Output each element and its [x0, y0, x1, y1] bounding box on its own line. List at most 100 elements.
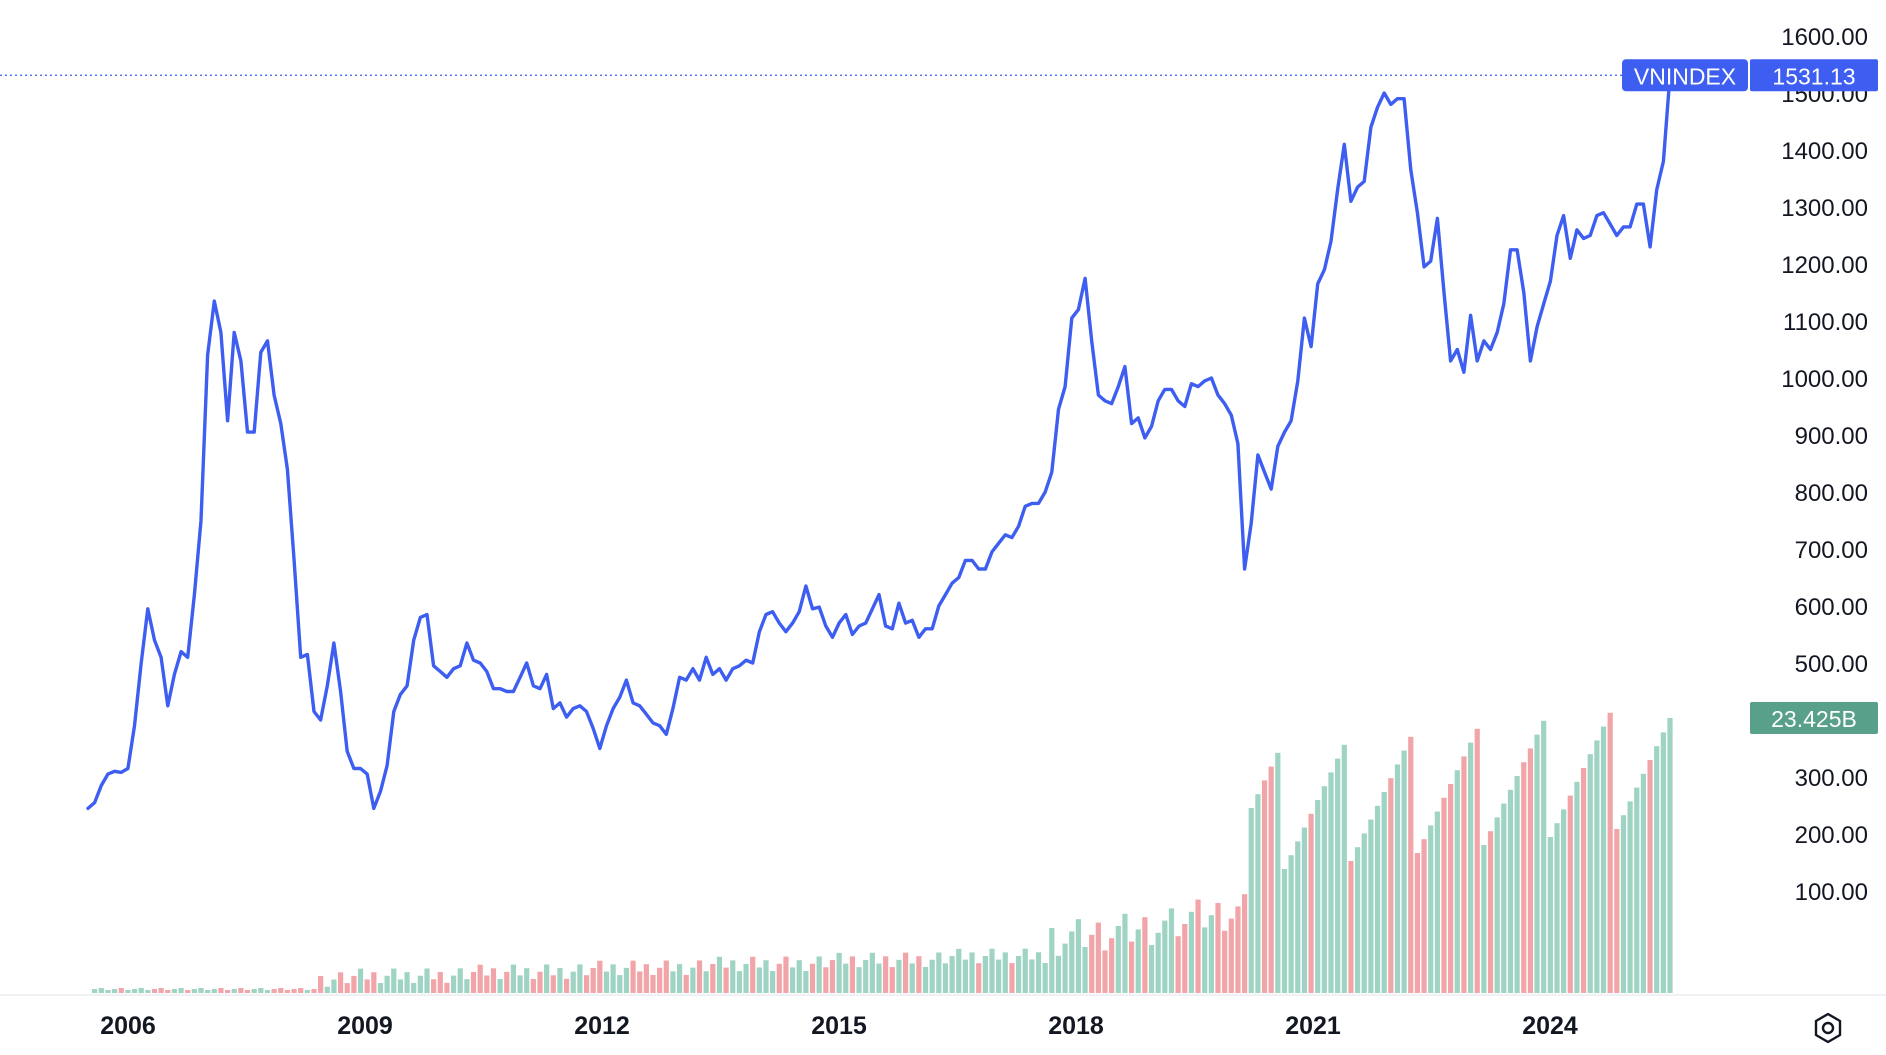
volume-bar	[982, 956, 988, 993]
volume-bar	[1647, 760, 1653, 993]
volume-bar	[623, 967, 630, 993]
volume-bar	[563, 978, 570, 993]
volume-bar	[916, 956, 922, 993]
volume-bar	[1487, 831, 1494, 993]
price-tick-label: 100.00	[1795, 879, 1868, 906]
volume-bar	[324, 986, 330, 993]
volume-bar	[849, 956, 856, 993]
volume-bar	[696, 960, 703, 993]
volume-bar	[1534, 734, 1540, 993]
volume-bar	[1195, 899, 1201, 993]
volume-bar	[1335, 758, 1341, 993]
price-tick-label: 600.00	[1795, 594, 1868, 621]
volume-bar	[384, 975, 390, 993]
volume-bar	[264, 990, 271, 993]
volume-bar	[823, 967, 829, 993]
volume-bar	[962, 959, 969, 993]
volume-bar	[437, 972, 443, 993]
volume-bar	[783, 956, 789, 993]
volume-bar	[1514, 776, 1520, 993]
volume-bar	[118, 988, 124, 993]
volume-bar	[942, 963, 949, 993]
chart-settings-button[interactable]	[1806, 1006, 1850, 1050]
volume-bar	[630, 960, 636, 993]
volume-bar	[357, 968, 364, 993]
volume-bar	[690, 967, 696, 993]
last-volume-label: 23.425B	[1771, 706, 1857, 732]
price-axis[interactable]: 100.00200.00300.00400.00500.00600.00700.…	[1781, 24, 1868, 906]
volume-bar	[1374, 805, 1381, 993]
volume-bar	[883, 956, 889, 993]
volume-bar	[411, 982, 417, 993]
volume-bar	[1208, 915, 1214, 993]
volume-bar	[1627, 801, 1633, 993]
volume-bar	[989, 948, 995, 993]
volume-bar	[424, 968, 430, 993]
volume-bar	[457, 968, 463, 993]
volume-bar	[1075, 919, 1082, 993]
volume-bar	[151, 989, 158, 993]
volume-bar	[1062, 943, 1068, 993]
volume-bar	[1587, 754, 1593, 993]
volume-bar	[1474, 728, 1480, 993]
time-tick-label: 2009	[337, 1012, 393, 1040]
volume-bar	[1541, 720, 1547, 993]
last-price-label: 1531.13	[1772, 63, 1855, 89]
symbol-tag-label: VNINDEX	[1634, 63, 1736, 89]
volume-bar	[1554, 823, 1560, 993]
price-tick-label: 500.00	[1795, 651, 1868, 678]
volume-bar	[158, 988, 164, 993]
volume-bar	[477, 964, 483, 993]
volume-bar	[284, 990, 291, 993]
volume-bar	[637, 971, 643, 993]
volume-bar	[550, 975, 556, 993]
volume-bar	[524, 968, 530, 993]
volume-bar	[723, 967, 729, 993]
volume-bar	[763, 960, 769, 993]
volume-bar	[1354, 847, 1361, 993]
volume-bar	[1527, 748, 1534, 993]
volume-bar	[165, 990, 171, 993]
volume-bar	[484, 975, 490, 993]
volume-bar	[730, 960, 736, 993]
volume-bar	[863, 959, 869, 993]
volume-bar	[617, 975, 623, 993]
volume-bar	[1128, 941, 1135, 993]
volume-bar	[1634, 787, 1640, 993]
volume-bar	[364, 979, 370, 993]
volume-bar	[1401, 750, 1407, 993]
price-tick-label: 1400.00	[1781, 138, 1868, 165]
volume-bar	[1268, 766, 1274, 993]
volume-bar	[371, 972, 377, 993]
volume-bar	[92, 989, 98, 993]
volume-bar	[431, 979, 437, 993]
volume-bar	[583, 975, 590, 993]
volume-bar	[1481, 845, 1487, 993]
volume-bar	[869, 952, 875, 993]
volume-bar	[125, 990, 131, 993]
volume-bar	[1521, 762, 1527, 993]
price-tick-label: 700.00	[1795, 537, 1868, 564]
volume-bar	[490, 968, 497, 993]
volume-bar	[1095, 922, 1101, 993]
volume-bar	[98, 988, 104, 993]
volume-bar	[470, 971, 477, 993]
volume-bar	[670, 971, 676, 993]
time-axis[interactable]: 2006 2009 2012 2015 2018 2021 2024	[100, 1012, 1578, 1040]
volume-bar	[1202, 927, 1208, 993]
volume-bar	[889, 967, 895, 993]
volume-bar	[1348, 861, 1354, 993]
volume-bar	[1580, 768, 1587, 993]
volume-bar	[590, 967, 596, 993]
volume-bar	[922, 966, 929, 993]
volume-bar	[218, 988, 224, 993]
volume-bar	[404, 972, 410, 993]
volume-bar	[224, 990, 231, 993]
volume-bar	[570, 971, 576, 993]
volume-bar	[1241, 894, 1248, 993]
volume-bar	[1082, 947, 1088, 993]
volume-bar	[1089, 934, 1095, 993]
volume-bar	[291, 989, 297, 993]
